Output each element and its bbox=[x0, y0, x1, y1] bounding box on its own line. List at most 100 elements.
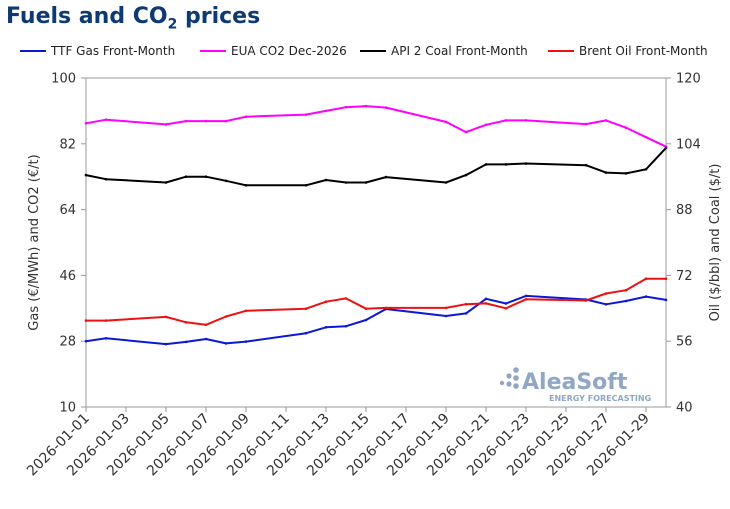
data-point bbox=[504, 119, 508, 122]
data-point bbox=[164, 342, 168, 346]
data-point bbox=[224, 315, 228, 318]
legend-swatch bbox=[360, 50, 386, 52]
data-point bbox=[644, 277, 648, 281]
data-point bbox=[644, 295, 648, 298]
legend-label: EUA CO2 Dec-2026 bbox=[231, 44, 347, 58]
series-3 bbox=[84, 277, 668, 327]
data-point bbox=[484, 297, 488, 301]
data-point bbox=[184, 321, 188, 324]
data-point bbox=[524, 162, 528, 165]
data-point bbox=[84, 339, 88, 343]
data-point bbox=[584, 299, 588, 302]
y-left-tick-label: 46 bbox=[59, 269, 76, 284]
data-point bbox=[664, 277, 668, 281]
data-point bbox=[104, 177, 108, 181]
watermark-tagline: ENERGY FORECASTING bbox=[549, 394, 651, 403]
data-point bbox=[624, 172, 628, 175]
data-point bbox=[84, 173, 88, 177]
legend-item: Brent Oil Front-Month bbox=[548, 44, 708, 58]
data-point bbox=[204, 323, 208, 327]
plot-area-frame bbox=[85, 77, 667, 408]
logo-dot bbox=[506, 381, 512, 387]
data-point bbox=[644, 135, 648, 139]
data-point bbox=[464, 130, 468, 134]
y-right-tick-label: 120 bbox=[676, 72, 701, 87]
data-point bbox=[344, 297, 348, 300]
data-point bbox=[524, 298, 528, 301]
aleasoft-logo-icon bbox=[499, 367, 519, 389]
series-line bbox=[86, 277, 666, 326]
series-line bbox=[85, 105, 667, 148]
data-point bbox=[304, 184, 308, 187]
legend-swatch bbox=[20, 50, 46, 52]
chart-title-subscript: 2 bbox=[167, 16, 178, 33]
y-right-tick-label: 72 bbox=[676, 269, 693, 284]
data-point bbox=[204, 337, 208, 341]
data-point bbox=[644, 168, 648, 171]
chart-title-suffix: prices bbox=[177, 4, 261, 29]
data-point bbox=[224, 119, 228, 123]
chart-title-main: Fuels and CO bbox=[6, 4, 168, 29]
logo-dot bbox=[513, 367, 519, 373]
series-line bbox=[85, 147, 667, 187]
data-point bbox=[364, 181, 368, 184]
data-point bbox=[604, 119, 608, 122]
legend-label: Brent Oil Front-Month bbox=[579, 44, 708, 58]
data-point bbox=[484, 163, 488, 166]
y-left-tick-label: 28 bbox=[59, 335, 76, 350]
y-left-tick-label: 10 bbox=[59, 401, 76, 416]
data-point bbox=[324, 109, 328, 113]
data-point bbox=[504, 307, 508, 310]
data-point bbox=[604, 171, 608, 174]
data-point bbox=[204, 175, 208, 178]
data-point bbox=[364, 307, 368, 311]
data-point bbox=[624, 288, 628, 292]
data-point bbox=[304, 331, 308, 335]
data-point bbox=[244, 340, 248, 343]
data-point bbox=[164, 181, 168, 184]
data-point bbox=[224, 179, 228, 183]
data-point bbox=[104, 118, 108, 121]
data-point bbox=[464, 302, 468, 306]
data-point bbox=[464, 173, 468, 177]
data-point bbox=[584, 122, 588, 126]
data-point bbox=[184, 119, 188, 123]
y-right-tick-label: 56 bbox=[676, 335, 693, 350]
data-point bbox=[84, 319, 88, 322]
data-point bbox=[224, 342, 228, 345]
y-left-tick-label: 64 bbox=[59, 203, 76, 218]
chart-title: Fuels and CO2 prices bbox=[6, 4, 260, 32]
data-point bbox=[184, 175, 188, 178]
data-point bbox=[664, 298, 668, 302]
data-point bbox=[104, 337, 108, 340]
series-2 bbox=[84, 146, 668, 187]
logo-dot bbox=[513, 375, 519, 381]
y-left-tick-label: 100 bbox=[51, 72, 76, 87]
data-point bbox=[304, 113, 308, 116]
data-point bbox=[504, 163, 508, 166]
data-point bbox=[204, 119, 208, 123]
data-point bbox=[344, 181, 348, 184]
data-point bbox=[164, 315, 168, 319]
data-point bbox=[324, 326, 328, 329]
data-point bbox=[384, 175, 388, 179]
watermark-brand: AleaSoft bbox=[522, 370, 628, 395]
data-point bbox=[384, 306, 388, 310]
data-point bbox=[244, 309, 248, 313]
series-0 bbox=[84, 294, 668, 346]
data-point bbox=[664, 146, 668, 150]
data-point bbox=[244, 115, 248, 118]
chart-legend: TTF Gas Front-Month EUA CO2 Dec-2026 API 2… bbox=[0, 44, 730, 66]
legend-label: API 2 Coal Front-Month bbox=[391, 44, 528, 58]
y-right-tick-label: 88 bbox=[676, 203, 693, 218]
data-point bbox=[384, 106, 388, 109]
logo-dot bbox=[513, 383, 519, 389]
y-right-axis-label: Oil ($/bbl) and Coal ($/t) bbox=[708, 164, 723, 322]
data-point bbox=[84, 122, 88, 125]
y-left-axis-label: Gas (€/MWh) and CO2 (€/t) bbox=[27, 154, 42, 330]
series-1 bbox=[84, 104, 668, 148]
legend-swatch bbox=[200, 50, 226, 52]
data-point bbox=[364, 104, 368, 108]
data-point bbox=[444, 181, 448, 184]
